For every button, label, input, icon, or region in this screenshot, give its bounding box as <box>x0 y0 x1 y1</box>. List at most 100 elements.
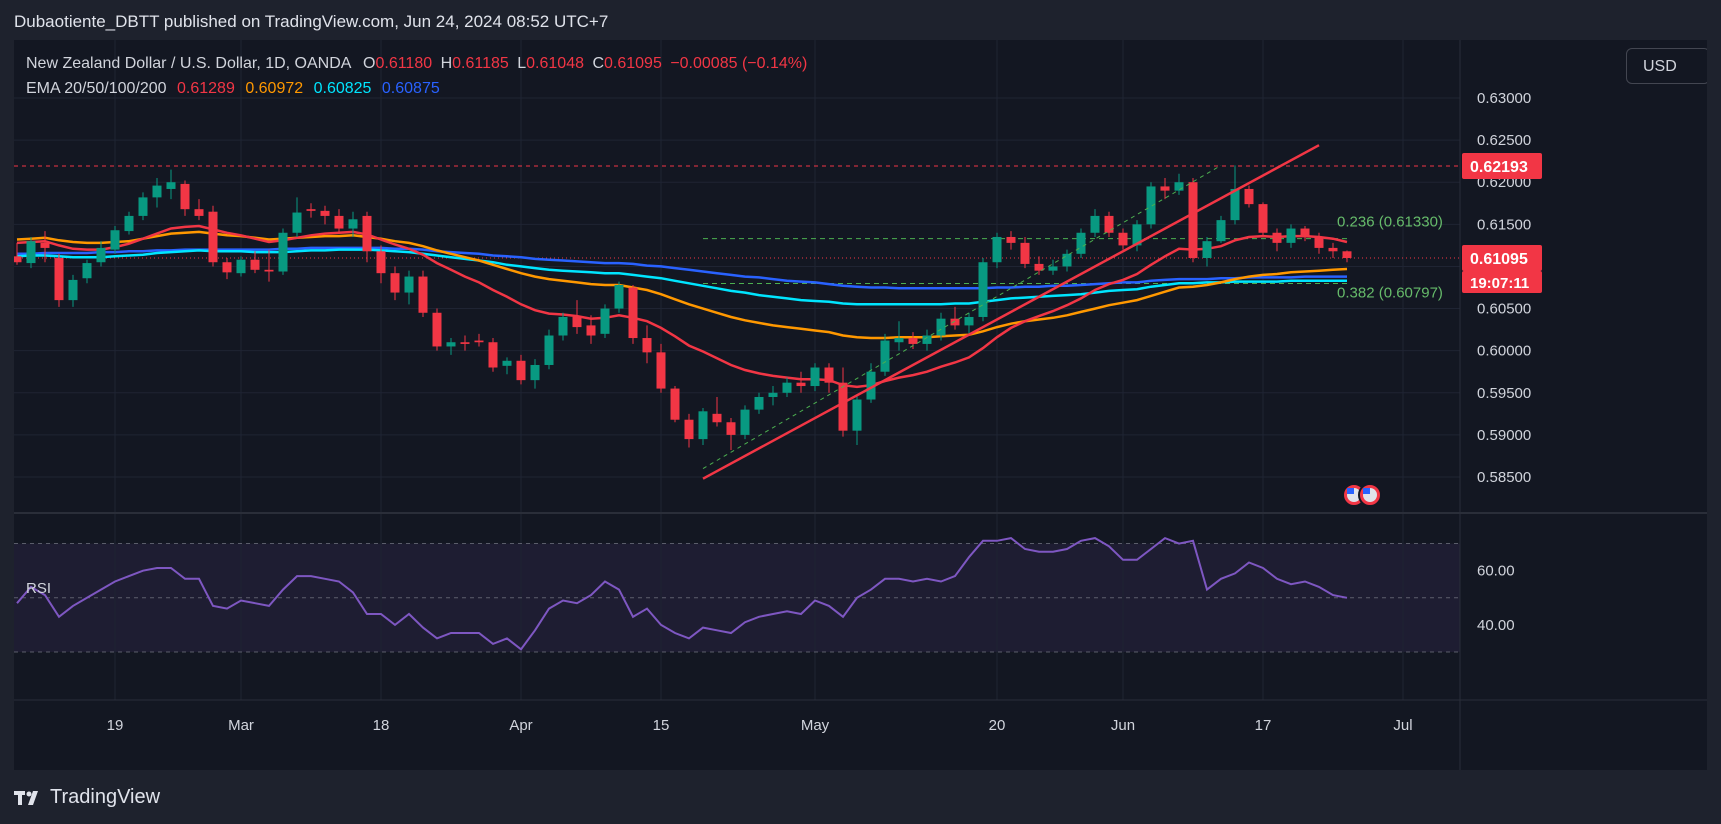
open-label: O <box>363 55 376 72</box>
candle-body <box>530 364 540 381</box>
countdown-label: 19:07:11 <box>1470 275 1529 292</box>
candle-body <box>488 342 498 368</box>
price-tick-label: 0.59000 <box>1477 427 1531 444</box>
candle-body <box>1342 251 1352 259</box>
candle-body <box>670 388 680 420</box>
candle-body <box>1062 253 1072 267</box>
candle-body <box>1202 241 1212 259</box>
candle-body <box>558 316 568 336</box>
candle-body <box>922 335 932 344</box>
candle-body <box>992 236 1002 263</box>
ema100-value: 0.60825 <box>313 80 372 97</box>
candle-body <box>698 411 708 440</box>
ema100-line <box>16 248 1347 306</box>
candle-body <box>306 209 316 211</box>
candle-body <box>1188 182 1198 259</box>
candle-body <box>362 215 372 252</box>
candle-body <box>950 318 960 326</box>
candle-body <box>1006 236 1016 243</box>
ema-legend: EMA 20/50/100/200 0.61289 0.60972 0.6082… <box>26 80 440 98</box>
footer-bar <box>0 770 1721 824</box>
candle-body <box>208 211 218 263</box>
instrument-name: New Zealand Dollar / U.S. Dollar, 1D, OA… <box>26 55 351 72</box>
candle-body <box>1216 220 1226 242</box>
fib-level-label: 0.236 (0.61330) <box>1337 214 1443 231</box>
candle-body <box>908 338 918 344</box>
candle-body <box>642 338 652 353</box>
candle-body <box>124 215 134 232</box>
candle-body <box>796 382 806 387</box>
price-label-box <box>1462 271 1542 294</box>
time-tick-label: May <box>801 717 830 734</box>
time-tick-label: Apr <box>509 717 532 734</box>
candle-body <box>1244 188 1254 205</box>
candle-body <box>96 247 106 263</box>
ema-label: EMA 20/50/100/200 <box>26 80 167 97</box>
candle-body <box>460 342 470 344</box>
fib-level-label: 0.382 (0.60797) <box>1337 285 1443 302</box>
rsi-tick-label: 40.00 <box>1477 617 1515 634</box>
time-tick-label: 20 <box>989 717 1006 734</box>
candle-body <box>1286 228 1296 243</box>
time-tick-label: Jun <box>1111 717 1135 734</box>
candle-body <box>1174 182 1184 191</box>
chart-canvas[interactable]: 0.236 (0.61330) 0.382 (0.60797) 0.63000 0.6… <box>14 40 1707 770</box>
candle-body <box>180 183 190 210</box>
candle-body <box>656 352 666 389</box>
low-value: 0.61048 <box>526 55 584 72</box>
price-tick-label: 0.60000 <box>1477 343 1531 360</box>
candle-body <box>1020 242 1030 264</box>
candle-body <box>1328 247 1338 252</box>
channel-trendline <box>702 164 1222 470</box>
candle-body <box>628 287 638 339</box>
ema20-value: 0.61289 <box>177 80 235 97</box>
tradingview-logo[interactable]: TradingView <box>14 786 160 809</box>
ema200-value: 0.60875 <box>381 80 440 97</box>
candle-body <box>740 409 750 435</box>
candle-body <box>894 338 904 343</box>
tradingview-logo-text: TradingView <box>50 786 161 808</box>
candle-body <box>614 284 624 309</box>
candle-body <box>82 263 92 279</box>
candle-body <box>852 399 862 431</box>
candle-body <box>26 241 36 264</box>
candle-body <box>824 367 834 383</box>
candle-body <box>712 413 722 423</box>
candle-body <box>726 422 736 435</box>
currency-button[interactable]: USD <box>1626 48 1707 84</box>
candle-body <box>1160 186 1170 191</box>
time-tick-label: 19 <box>107 717 124 734</box>
candle-body <box>1118 232 1128 246</box>
candle-body <box>810 367 820 387</box>
price-tick-label: 0.58500 <box>1477 469 1531 486</box>
price-label: 0.61095 <box>1470 251 1528 268</box>
change-value: −0.00085 (−0.14%) <box>670 55 808 72</box>
candle-body <box>110 230 120 250</box>
candle-body <box>866 371 876 400</box>
candle-body <box>1034 263 1044 271</box>
open-value: 0.61180 <box>375 55 433 72</box>
tradingview-logo-icon <box>14 789 42 807</box>
candle-body <box>390 273 400 293</box>
time-tick-label: 17 <box>1255 717 1272 734</box>
candle-body <box>1314 236 1324 248</box>
candle-body <box>250 259 260 270</box>
publish-bar: Dubaotiente_DBTT published on TradingVie… <box>0 0 1721 40</box>
candle-body <box>572 316 582 328</box>
candle-body <box>880 340 890 372</box>
candle-body <box>474 340 484 343</box>
candle-body <box>68 279 78 301</box>
event-flag-canton <box>1347 488 1354 494</box>
rsi-label: RSI <box>26 580 52 597</box>
candle-body <box>502 360 512 366</box>
ema200-line <box>17 246 1347 290</box>
candle-body <box>138 197 148 216</box>
candle-body <box>348 219 358 229</box>
time-tick-label: 18 <box>373 717 390 734</box>
instrument-legend: New Zealand Dollar / U.S. Dollar, 1D, OA… <box>26 55 807 73</box>
price-label: 0.62193 <box>1470 159 1528 176</box>
candle-body <box>292 212 302 233</box>
candles <box>14 165 1352 451</box>
chart-panel[interactable]: 0.236 (0.61330) 0.382 (0.60797) 0.63000 0.6… <box>14 40 1707 770</box>
candle-body <box>838 382 848 431</box>
